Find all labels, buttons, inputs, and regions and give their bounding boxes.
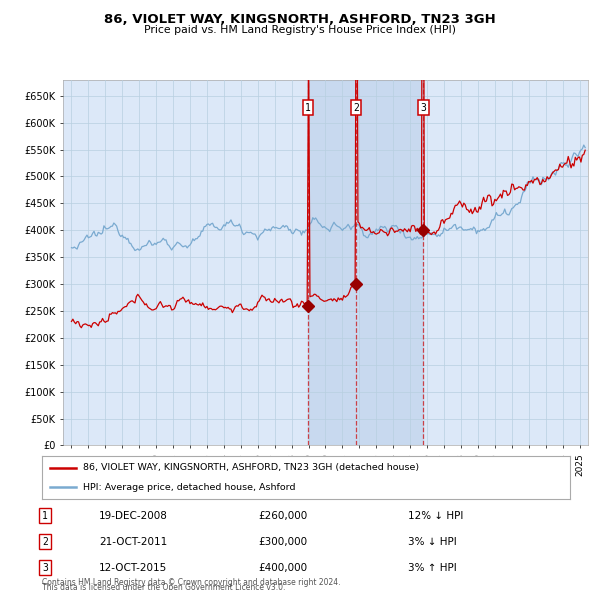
Text: 3: 3 bbox=[42, 563, 48, 572]
Text: 3% ↓ HPI: 3% ↓ HPI bbox=[408, 537, 457, 546]
Text: Contains HM Land Registry data © Crown copyright and database right 2024.: Contains HM Land Registry data © Crown c… bbox=[42, 578, 341, 587]
Text: This data is licensed under the Open Government Licence v3.0.: This data is licensed under the Open Gov… bbox=[42, 584, 286, 590]
Text: 86, VIOLET WAY, KINGSNORTH, ASHFORD, TN23 3GH: 86, VIOLET WAY, KINGSNORTH, ASHFORD, TN2… bbox=[104, 13, 496, 26]
Text: 3: 3 bbox=[421, 103, 427, 113]
Text: 12-OCT-2015: 12-OCT-2015 bbox=[99, 563, 167, 572]
Text: 1: 1 bbox=[42, 511, 48, 520]
Text: 12% ↓ HPI: 12% ↓ HPI bbox=[408, 511, 463, 520]
Text: 2: 2 bbox=[42, 537, 48, 546]
Text: 2: 2 bbox=[353, 103, 359, 113]
Text: £300,000: £300,000 bbox=[258, 537, 307, 546]
Text: Price paid vs. HM Land Registry's House Price Index (HPI): Price paid vs. HM Land Registry's House … bbox=[144, 25, 456, 35]
Text: 21-OCT-2011: 21-OCT-2011 bbox=[99, 537, 167, 546]
Text: £400,000: £400,000 bbox=[258, 563, 307, 572]
Text: 3% ↑ HPI: 3% ↑ HPI bbox=[408, 563, 457, 572]
Bar bbox=[308, 80, 424, 445]
Text: 1: 1 bbox=[305, 103, 311, 113]
Text: 19-DEC-2008: 19-DEC-2008 bbox=[99, 511, 168, 520]
Text: 86, VIOLET WAY, KINGSNORTH, ASHFORD, TN23 3GH (detached house): 86, VIOLET WAY, KINGSNORTH, ASHFORD, TN2… bbox=[83, 463, 419, 472]
Text: HPI: Average price, detached house, Ashford: HPI: Average price, detached house, Ashf… bbox=[83, 483, 296, 491]
Text: £260,000: £260,000 bbox=[258, 511, 307, 520]
